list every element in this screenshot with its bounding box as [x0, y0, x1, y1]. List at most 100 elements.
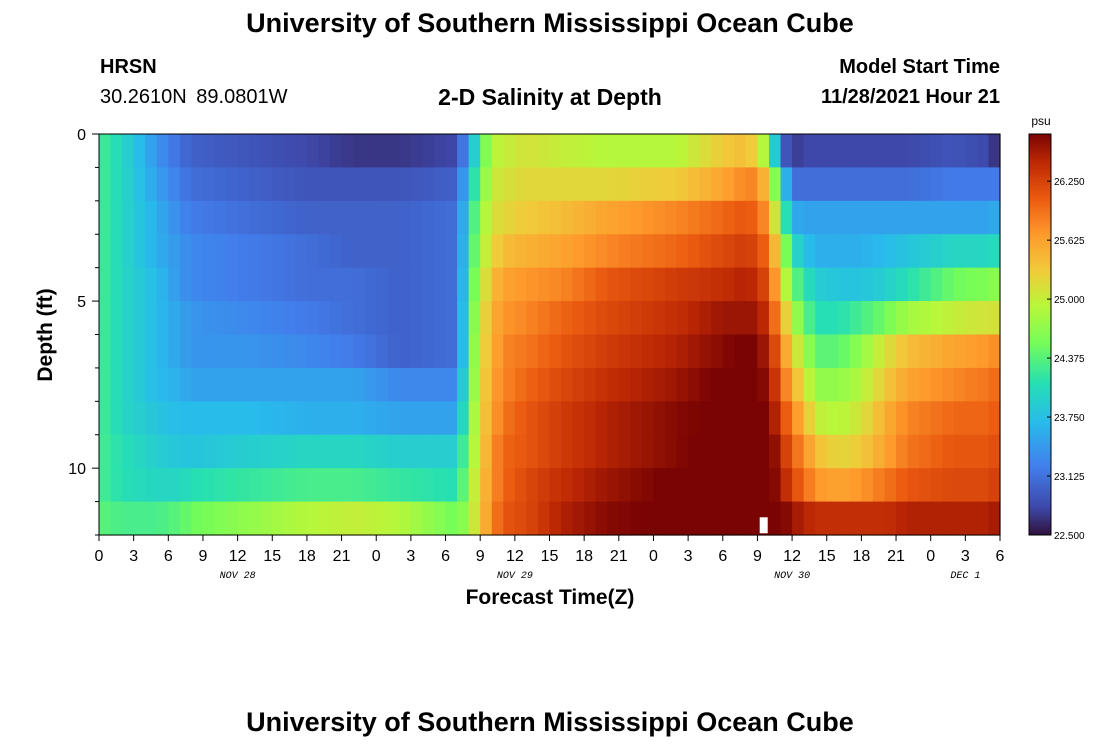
heatmap-cell [422, 434, 435, 469]
heatmap-cell [214, 434, 227, 469]
heatmap-cell [688, 501, 701, 536]
heatmap-cell [318, 501, 331, 536]
heatmap-cell [930, 501, 943, 536]
x-tick-label: 12 [783, 548, 801, 565]
heatmap-cell [838, 200, 851, 235]
heatmap-cell [445, 401, 458, 436]
heatmap-cell [433, 167, 447, 202]
heatmap-cell [942, 501, 955, 536]
heatmap-cell [711, 134, 724, 169]
heatmap-cell [526, 501, 539, 536]
heatmap-cell [792, 234, 805, 269]
heatmap-cell [145, 401, 158, 436]
heatmap-cell [803, 367, 816, 402]
heatmap-cell [99, 434, 112, 469]
heatmap-cell [410, 334, 424, 369]
heatmap-cell [607, 167, 620, 202]
heatmap-cell [433, 401, 447, 436]
heatmap-cell [976, 267, 990, 302]
heatmap-cell [711, 367, 724, 402]
heatmap-cell [907, 267, 920, 302]
heatmap-cell [214, 301, 227, 336]
heatmap-cell [907, 501, 920, 536]
heatmap-cell [872, 167, 886, 202]
heatmap-cell [133, 134, 146, 169]
heatmap-cell [295, 234, 308, 269]
heatmap-cell [191, 334, 204, 369]
heatmap-cell [191, 501, 204, 536]
heatmap-cell [422, 501, 435, 536]
heatmap-cell [607, 501, 620, 536]
heatmap-cell [919, 401, 932, 436]
heatmap-cell [665, 167, 678, 202]
heatmap-cell [133, 401, 146, 436]
colorbar-tick-label: 26.250 [1054, 177, 1085, 188]
heatmap-cell [503, 501, 516, 536]
heatmap-cell [399, 134, 412, 169]
heatmap-cell [976, 301, 990, 336]
heatmap-cell [503, 267, 516, 302]
heatmap-cell [214, 267, 227, 302]
heatmap-cell [838, 167, 851, 202]
heatmap-cell [595, 401, 608, 436]
heatmap-cell [896, 200, 909, 235]
heatmap-cell [896, 334, 909, 369]
heatmap-cell [295, 334, 308, 369]
heatmap-cell [260, 401, 273, 436]
heatmap-cell [306, 401, 320, 436]
heatmap-cell [260, 267, 273, 302]
heatmap-cell [826, 334, 839, 369]
heatmap-cell [861, 367, 874, 402]
heatmap-cell [803, 234, 816, 269]
heatmap-cell [191, 167, 204, 202]
heatmap-cell [503, 434, 516, 469]
heatmap-cell [376, 401, 389, 436]
heatmap-cell [584, 468, 597, 503]
heatmap-cell [722, 134, 735, 169]
heatmap-cell [792, 200, 805, 235]
heatmap-cell [907, 167, 920, 202]
heatmap-cell [341, 434, 354, 469]
heatmap-cell [168, 301, 181, 336]
heatmap-cell [665, 267, 678, 302]
heatmap-cell [722, 434, 735, 469]
heatmap-cell [965, 434, 978, 469]
heatmap-cell [792, 434, 805, 469]
heatmap-cell [665, 401, 678, 436]
heatmap-cell [422, 167, 435, 202]
heatmap-cell [688, 167, 701, 202]
heatmap-cell [226, 134, 239, 169]
heatmap-cell [168, 367, 181, 402]
heatmap-cell [688, 468, 701, 503]
heatmap-cell [318, 267, 331, 302]
heatmap-cell [272, 501, 285, 536]
heatmap-cell [260, 234, 273, 269]
heatmap-cell [99, 367, 112, 402]
heatmap-cell [572, 468, 585, 503]
heatmap-cell [549, 401, 562, 436]
heatmap-cell [607, 334, 620, 369]
heatmap-cell [988, 200, 1001, 235]
heatmap-cell [480, 468, 493, 503]
heatmap-cell [526, 200, 539, 235]
heatmap-cell [711, 301, 724, 336]
heatmap-cell [584, 267, 597, 302]
heatmap-cell [306, 367, 320, 402]
x-tick-label: 21 [610, 548, 628, 565]
heatmap-cell [491, 468, 504, 503]
heatmap-cell [722, 267, 735, 302]
heatmap-cell [99, 468, 112, 503]
heatmap-cell [272, 434, 285, 469]
heatmap-cell [584, 167, 597, 202]
heatmap-cell [595, 367, 608, 402]
heatmap-cell [226, 501, 239, 536]
heatmap-cell [295, 468, 308, 503]
heatmap-cell [410, 167, 424, 202]
heatmap-cell [330, 267, 343, 302]
heatmap-cell [768, 501, 782, 536]
heatmap-cell [237, 434, 250, 469]
heatmap-cell [491, 200, 504, 235]
heatmap-cell [584, 401, 597, 436]
heatmap-cell [676, 468, 689, 503]
heatmap-cell [399, 468, 412, 503]
